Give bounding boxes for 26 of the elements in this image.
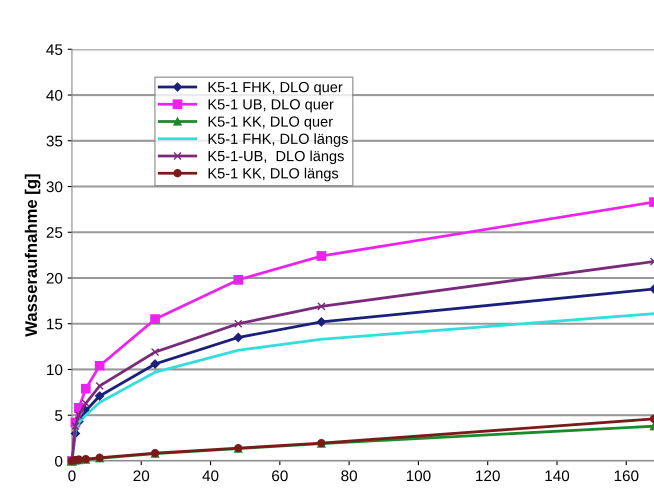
legend-label: K5-1 FHK, DLO längs — [208, 133, 348, 147]
y-tick-label: 35 — [46, 136, 62, 146]
x-tick-label: 100 — [406, 470, 431, 482]
y-tick-label: 0 — [55, 456, 62, 467]
x-tick-label: 40 — [202, 470, 218, 482]
x-tick-label: 80 — [341, 470, 358, 482]
legend-label: K5-1-UB, DLO längs — [208, 150, 344, 164]
x-tick-label: 140 — [545, 470, 570, 482]
y-axis-title: Wasseraufnahme [g] — [24, 174, 40, 337]
y-tick-label: 10 — [47, 364, 62, 376]
x-tick-label: 60 — [272, 470, 288, 482]
y-tick-label: 30 — [46, 181, 62, 192]
x-tick-label: 0 — [68, 470, 76, 482]
y-tick-label: 45 — [46, 44, 62, 55]
legend-label: K5-1 FHK, DLO quer — [208, 82, 343, 96]
y-tick-label: 5 — [55, 410, 62, 421]
y-tick-label: 25 — [46, 227, 62, 238]
y-tick-label: 15 — [47, 318, 62, 330]
y-tick-label: 40 — [46, 90, 62, 101]
x-tick-label: 160 — [614, 470, 638, 482]
legend-label: K5-1 KK, DLO quer — [208, 116, 333, 130]
legend-label: K5-1 UB, DLO quer — [208, 99, 334, 112]
x-tick-label: 120 — [476, 470, 500, 482]
x-tick-label: 20 — [134, 470, 150, 482]
legend-label: K5-1 KK, DLO längs — [208, 168, 338, 182]
y-tick-label: 20 — [46, 272, 62, 284]
